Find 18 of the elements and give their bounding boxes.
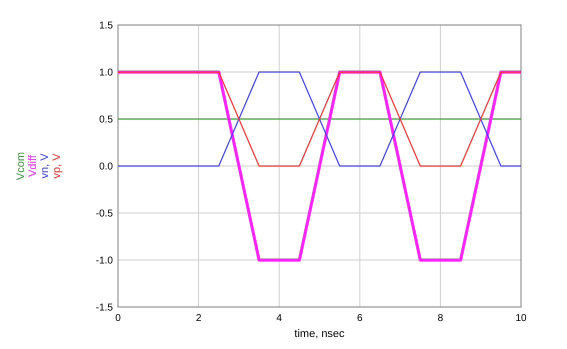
y-tick-label: -1.0 (96, 256, 114, 266)
x-tick-label: 2 (196, 313, 202, 324)
y-tick-label: 0.5 (99, 114, 114, 126)
x-tick-label: 4 (276, 313, 282, 324)
y-tick-label: 0.0 (99, 162, 114, 172)
x-tick-label: 10 (515, 313, 527, 324)
y-tick-label: -1.5 (96, 302, 114, 314)
y-tick-label: 1.0 (99, 68, 114, 78)
x-tick-label: 6 (357, 313, 364, 324)
x-tick-label: 0 (115, 313, 122, 324)
text: vp, V (51, 152, 63, 179)
text: Vcom (15, 152, 27, 180)
y-tick-label: -0.5 (96, 208, 114, 220)
y-tick-label: 1.5 (99, 20, 114, 32)
text: vn, V (39, 152, 51, 179)
x-tick-label: 8 (438, 313, 444, 324)
x-axis-title: time, nsec (294, 328, 346, 340)
text: Vdiff (27, 154, 39, 177)
